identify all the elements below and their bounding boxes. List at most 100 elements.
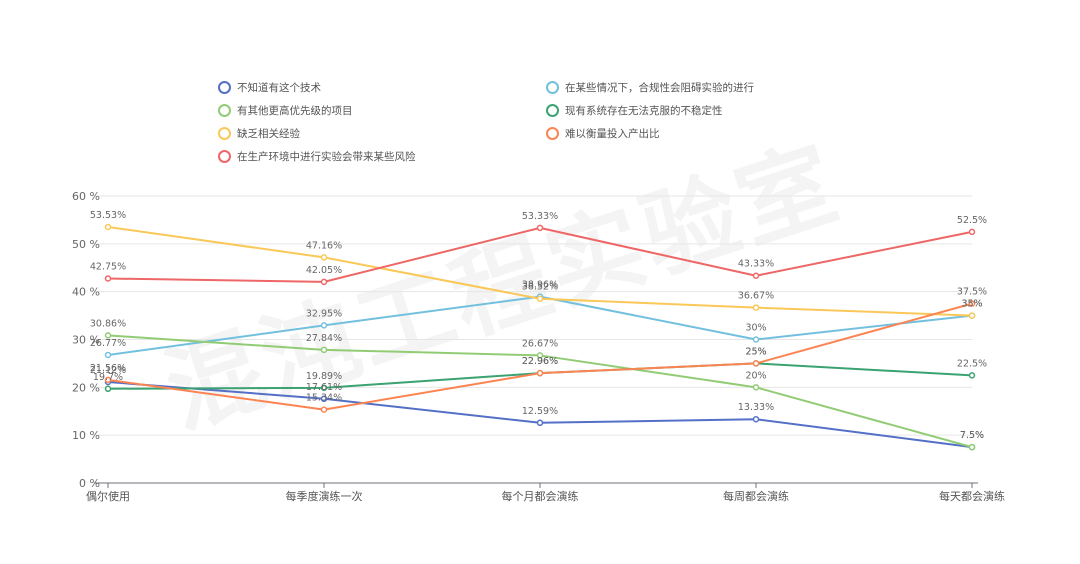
data-label: 22.96% [522, 356, 558, 367]
data-point [320, 322, 328, 329]
data-point [104, 351, 112, 359]
data-label: 17.61% [306, 382, 342, 393]
data-point [536, 224, 544, 232]
data-label: 26.67% [522, 338, 558, 349]
legend-swatch-no-experience [218, 127, 231, 140]
legend-label: 缺乏相关经验 [237, 128, 300, 140]
data-label: 37.5% [957, 287, 987, 298]
legend-swatch-roi [546, 127, 559, 140]
data-label: 22.96% [522, 356, 558, 367]
data-label: 35% [961, 299, 982, 310]
data-label: 20% [745, 370, 766, 381]
data-point [968, 228, 976, 236]
data-label: 7.5% [960, 430, 984, 441]
data-point [104, 385, 112, 393]
legend-item-roi[interactable]: 难以衡量投入产出比 [546, 126, 660, 141]
legend-label: 在生产环境中进行实验会带来某些风险 [237, 151, 416, 163]
x-tick-label: 每周都会演练 [723, 489, 789, 503]
data-point [320, 384, 328, 392]
y-tick-label: 20 % [72, 381, 100, 394]
legend-item-production-risk[interactable]: 在生产环境中进行实验会带来某些风险 [218, 149, 416, 164]
legend-item-unknown-tech[interactable]: 不知道有这个技术 [218, 80, 321, 95]
data-point [104, 223, 112, 231]
series-line [107, 226, 973, 283]
data-point [320, 346, 328, 354]
legend-label: 不知道有这个技术 [237, 82, 321, 94]
data-label: 35% [961, 299, 982, 310]
data-label: 21.56% [90, 363, 126, 374]
legend-label: 难以衡量投入产出比 [565, 128, 660, 140]
legend-item-higher-priority[interactable]: 有其他更高优先级的项目 [218, 103, 353, 118]
legend-swatch-production-risk [218, 150, 231, 163]
data-point [752, 415, 760, 423]
data-point [320, 278, 328, 286]
axis-layer: 0 % 10 % 20 % 30 % 40 % 50 % 60 % 偶尔使用 每季度演练一次 每个… [72, 190, 1005, 503]
data-point [320, 406, 328, 413]
data-label: 42.75% [90, 262, 126, 273]
label-layer: 21.12% 17.61% 12.59% 13.33% 7.5% 26.77% 32.95%… [90, 210, 987, 441]
data-label: 47.16% [306, 240, 342, 251]
data-point [104, 376, 112, 384]
legend-swatch-instability [546, 104, 559, 117]
data-point [536, 369, 544, 377]
data-label: 25% [745, 346, 766, 357]
data-label: 19.7% [93, 372, 123, 383]
data-point [968, 312, 976, 319]
data-point [536, 352, 544, 359]
y-tick-label: 60 % [72, 190, 100, 203]
data-point [968, 372, 976, 379]
data-point [752, 360, 760, 367]
data-point [320, 254, 328, 261]
legend-label: 现有系统存在无法克服的不稳定性 [565, 105, 723, 117]
data-point [536, 419, 544, 427]
data-label: 7.5% [960, 430, 984, 441]
data-label: 42.05% [306, 265, 342, 276]
data-label: 13.33% [738, 402, 774, 413]
data-label: 15.34% [306, 393, 342, 404]
data-point [752, 336, 760, 343]
x-tick-label: 每季度演练一次 [286, 489, 363, 503]
legend-label: 在某些情况下，合规性会阻碍实验的进行 [565, 82, 754, 94]
series-line [107, 225, 973, 317]
data-point [752, 384, 760, 391]
data-label: 27.84% [306, 333, 342, 344]
legend-item-no-experience[interactable]: 缺乏相关经验 [218, 126, 300, 141]
y-tick-label: 40 % [72, 286, 100, 299]
data-point [320, 395, 328, 403]
data-point [104, 332, 112, 339]
y-tick-label: 10 % [72, 429, 100, 442]
data-label: 52.5% [957, 215, 987, 226]
data-label: 25% [745, 346, 766, 357]
data-point [968, 443, 976, 451]
x-tick-label: 每个月都会演练 [502, 489, 579, 503]
y-tick-label: 0 % [79, 477, 100, 490]
series-layer [104, 223, 976, 451]
data-label: 43.33% [738, 259, 774, 270]
data-label: 12.59% [522, 406, 558, 417]
data-label: 36.67% [738, 291, 774, 302]
data-label: 30.86% [90, 318, 126, 329]
legend-item-instability[interactable]: 现有系统存在无法克服的不稳定性 [546, 103, 723, 118]
y-tick-label: 50 % [72, 238, 100, 251]
data-point [536, 295, 544, 302]
data-point [104, 275, 112, 282]
data-point [752, 304, 760, 311]
x-tick-label: 偶尔使用 [86, 490, 130, 503]
data-label: 38.96% [522, 280, 558, 291]
data-label: 32.95% [306, 308, 342, 319]
data-label: 19.89% [306, 371, 342, 382]
data-label: 53.33% [522, 211, 558, 222]
data-label: 26.77% [90, 338, 126, 349]
data-label: 53.53% [90, 210, 126, 221]
legend-swatch-compliance [546, 81, 559, 94]
data-point [968, 300, 976, 307]
data-label: 38.52% [522, 282, 558, 293]
x-tick-label: 每天都会演练 [939, 489, 1005, 503]
data-label: 30% [745, 323, 766, 334]
data-label: 21.12% [90, 365, 126, 376]
y-tick-label: 30 % [72, 334, 100, 347]
legend-item-compliance[interactable]: 在某些情况下，合规性会阻碍实验的进行 [546, 80, 754, 95]
legend-swatch-unknown-tech [218, 81, 231, 94]
legend-swatch-higher-priority [218, 104, 231, 117]
